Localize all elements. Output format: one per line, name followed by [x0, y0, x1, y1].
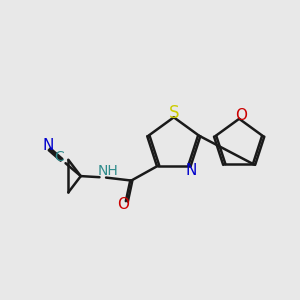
Text: O: O	[235, 108, 247, 123]
Text: O: O	[117, 197, 129, 212]
Text: S: S	[169, 104, 179, 122]
Text: N: N	[185, 163, 197, 178]
Text: N: N	[42, 138, 54, 153]
Text: NH: NH	[97, 164, 118, 178]
Text: C: C	[54, 150, 64, 164]
